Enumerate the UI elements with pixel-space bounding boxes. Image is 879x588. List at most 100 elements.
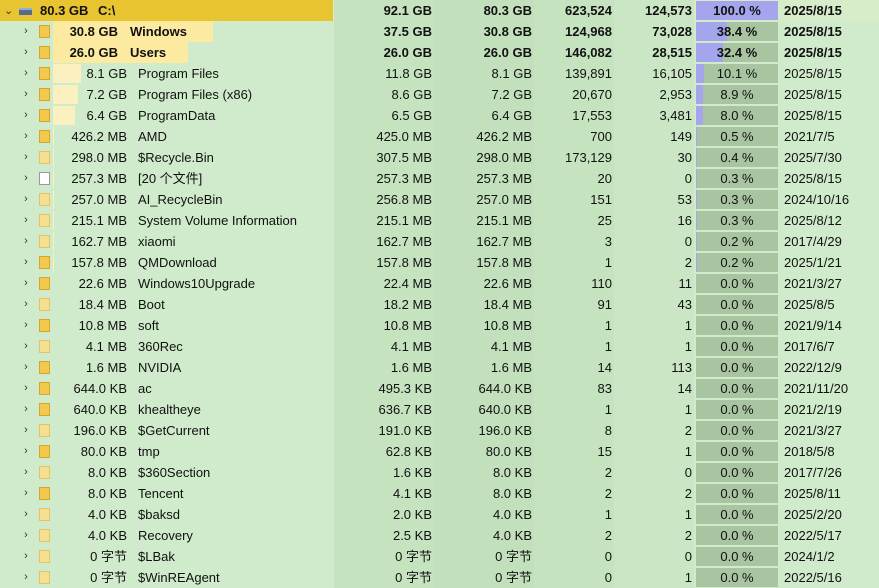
row-name[interactable]: tmp xyxy=(138,444,160,459)
row-name[interactable]: $baksd xyxy=(138,507,180,522)
row-size-column: 6.4 GB xyxy=(491,108,532,123)
row-name[interactable]: NVIDIA xyxy=(138,360,182,375)
row-name[interactable]: ProgramData xyxy=(138,108,216,123)
chevron-right-icon[interactable]: › xyxy=(24,319,28,331)
row-total: 1.6 MB xyxy=(390,360,432,375)
table-row[interactable]: › 8.0 KB Tencent 4.1 KB 8.0 KB 2 2 0.0 % 2025/8/… xyxy=(0,483,879,504)
row-date: 2025/8/15 xyxy=(784,45,842,60)
folder-icon xyxy=(39,445,50,458)
chevron-right-icon[interactable]: › xyxy=(24,193,28,205)
row-name[interactable]: Program Files (x86) xyxy=(138,87,253,102)
row-name[interactable]: Tencent xyxy=(138,486,184,501)
table-row[interactable]: › 22.6 MB Windows10Upgrade 22.4 MB 22.6 MB 11… xyxy=(0,273,879,294)
row-name[interactable]: Users xyxy=(130,45,167,60)
row-name[interactable]: Program Files xyxy=(138,66,219,81)
chevron-right-icon[interactable]: › xyxy=(24,424,28,436)
chevron-right-icon[interactable]: › xyxy=(24,88,28,100)
row-date: 2018/5/8 xyxy=(784,444,835,459)
chevron-down-icon[interactable]: ⌄ xyxy=(4,5,14,17)
row-name[interactable]: Windows xyxy=(130,24,187,39)
table-row[interactable]: › 257.0 MB AI_RecycleBin 256.8 MB 257.0 MB 15… xyxy=(0,189,879,210)
table-row[interactable]: › 0 字节 $WinREAgent 0 字节 0 字节 0 1 0.0 % 2022/5/16 xyxy=(0,567,879,588)
row-name[interactable]: soft xyxy=(138,318,159,333)
table-row[interactable]: › 18.4 MB Boot 18.2 MB 18.4 MB 91 43 0.0 % 2025/… xyxy=(0,294,879,315)
table-row[interactable]: › 8.0 KB $360Section 1.6 KB 8.0 KB 2 0 0.0 % 201… xyxy=(0,462,879,483)
chevron-right-icon[interactable]: › xyxy=(24,340,28,352)
chevron-right-icon[interactable]: › xyxy=(24,361,28,373)
row-percent-cell: 0.0 % xyxy=(696,358,778,377)
table-row[interactable]: › 8.1 GB Program Files 11.8 GB 8.1 GB 139,891… xyxy=(0,63,879,84)
row-name[interactable]: $WinREAgent xyxy=(138,570,220,585)
root-size: 80.3 GB xyxy=(40,3,89,18)
table-row[interactable]: › 4.0 KB Recovery 2.5 KB 4.0 KB 2 2 0.0 % 2022/5… xyxy=(0,525,879,546)
chevron-right-icon[interactable]: › xyxy=(24,382,28,394)
row-name[interactable]: AMD xyxy=(138,129,167,144)
row-name[interactable]: Windows10Upgrade xyxy=(138,276,256,291)
table-row[interactable]: › 157.8 MB QMDownload 157.8 MB 157.8 MB 1 2 0.2… xyxy=(0,252,879,273)
row-size-column: 18.4 MB xyxy=(483,297,532,312)
table-row[interactable]: › 30.8 GB Windows 37.5 GB 30.8 GB 124,968 73,0… xyxy=(0,21,879,42)
chevron-right-icon[interactable]: › xyxy=(24,256,28,268)
table-row[interactable]: › 298.0 MB $Recycle.Bin 307.5 MB 298.0 MB 173… xyxy=(0,147,879,168)
row-name[interactable]: QMDownload xyxy=(138,255,217,270)
row-name[interactable]: System Volume Information xyxy=(138,213,297,228)
row-name[interactable]: Boot xyxy=(138,297,165,312)
chevron-right-icon[interactable]: › xyxy=(24,445,28,457)
table-row[interactable]: › 640.0 KB khealtheye 636.7 KB 640.0 KB 1 1 0.0… xyxy=(0,399,879,420)
table-row[interactable]: › 26.0 GB Users 26.0 GB 26.0 GB 146,082 28,515… xyxy=(0,42,879,63)
table-row[interactable]: › 1.6 MB NVIDIA 1.6 MB 1.6 MB 14 113 0.0 % 2022/… xyxy=(0,357,879,378)
chevron-right-icon[interactable]: › xyxy=(24,466,28,478)
chevron-right-icon[interactable]: › xyxy=(24,487,28,499)
row-name[interactable]: [20 个文件] xyxy=(138,171,203,186)
table-row[interactable]: › 10.8 MB soft 10.8 MB 10.8 MB 1 1 0.0 % 2021/9/… xyxy=(0,315,879,336)
table-row[interactable]: › 162.7 MB xiaomi 162.7 MB 162.7 MB 3 0 0.2 % 20… xyxy=(0,231,879,252)
drive-icon[interactable]: ⌄ xyxy=(4,5,32,17)
row-percent: 0.0 % xyxy=(720,423,754,438)
table-row[interactable]: › 6.4 GB ProgramData 6.5 GB 6.4 GB 17,553 3,48… xyxy=(0,105,879,126)
chevron-right-icon[interactable]: › xyxy=(24,172,28,184)
row-name[interactable]: $360Section xyxy=(138,465,211,480)
row-date: 2021/2/19 xyxy=(784,402,842,417)
tree-root-row[interactable]: ⌄ 80.3 GB C:\ 92.1 GB 80.3 GB 623,524 12… xyxy=(0,0,879,21)
chevron-right-icon[interactable]: › xyxy=(24,130,28,142)
chevron-right-icon[interactable]: › xyxy=(24,277,28,289)
table-row[interactable]: › 257.3 MB [20 个文件] 257.3 MB 257.3 MB 20 0 0.3 … xyxy=(0,168,879,189)
chevron-right-icon[interactable]: › xyxy=(24,214,28,226)
table-row[interactable]: › 80.0 KB tmp 62.8 KB 80.0 KB 15 1 0.0 % 2018/5/… xyxy=(0,441,879,462)
chevron-right-icon[interactable]: › xyxy=(24,235,28,247)
row-name[interactable]: 360Rec xyxy=(138,339,183,354)
row-name[interactable]: $Recycle.Bin xyxy=(138,150,214,165)
chevron-right-icon[interactable]: › xyxy=(24,25,28,37)
chevron-right-icon[interactable]: › xyxy=(24,529,28,541)
table-row[interactable]: › 196.0 KB $GetCurrent 191.0 KB 196.0 KB 8 2 0.… xyxy=(0,420,879,441)
chevron-right-icon[interactable]: › xyxy=(24,550,28,562)
chevron-right-icon[interactable]: › xyxy=(24,571,28,583)
table-row[interactable]: › 0 字节 $LBak 0 字节 0 字节 0 0 0.0 % 2024/1/2 xyxy=(0,546,879,567)
row-dirs: 1 xyxy=(684,507,692,522)
table-row[interactable]: › 426.2 MB AMD 425.0 MB 426.2 MB 700 149 0.5 % 2… xyxy=(0,126,879,147)
row-name[interactable]: xiaomi xyxy=(138,234,176,249)
chevron-right-icon[interactable]: › xyxy=(24,508,28,520)
row-name[interactable]: AI_RecycleBin xyxy=(138,192,223,207)
chevron-right-icon[interactable]: › xyxy=(24,109,28,121)
table-row[interactable]: › 4.0 KB $baksd 2.0 KB 4.0 KB 1 1 0.0 % 2025/2/2… xyxy=(0,504,879,525)
row-name[interactable]: ac xyxy=(138,381,152,396)
chevron-right-icon[interactable]: › xyxy=(24,403,28,415)
table-row[interactable]: › 644.0 KB ac 495.3 KB 644.0 KB 83 14 0.0 % 2021… xyxy=(0,378,879,399)
chevron-right-icon[interactable]: › xyxy=(24,67,28,79)
chevron-right-icon[interactable]: › xyxy=(24,151,28,163)
row-files: 151 xyxy=(590,192,612,207)
size-bar xyxy=(53,64,81,83)
table-row[interactable]: › 4.1 MB 360Rec 4.1 MB 4.1 MB 1 1 0.0 % 2017/6/7 xyxy=(0,336,879,357)
row-files: 3 xyxy=(604,234,612,249)
chevron-right-icon[interactable]: › xyxy=(24,298,28,310)
table-row[interactable]: › 215.1 MB System Volume Information 215.1 … xyxy=(0,210,879,231)
row-size-column: 8.0 KB xyxy=(492,486,532,501)
table-row[interactable]: › 7.2 GB Program Files (x86) 8.6 GB 7.2 GB 20… xyxy=(0,84,879,105)
row-name[interactable]: khealtheye xyxy=(138,402,201,417)
row-name[interactable]: $GetCurrent xyxy=(138,423,210,438)
row-percent: 0.0 % xyxy=(720,528,754,543)
chevron-right-icon[interactable]: › xyxy=(24,46,28,58)
row-name[interactable]: $LBak xyxy=(138,549,175,564)
row-name[interactable]: Recovery xyxy=(138,528,193,543)
